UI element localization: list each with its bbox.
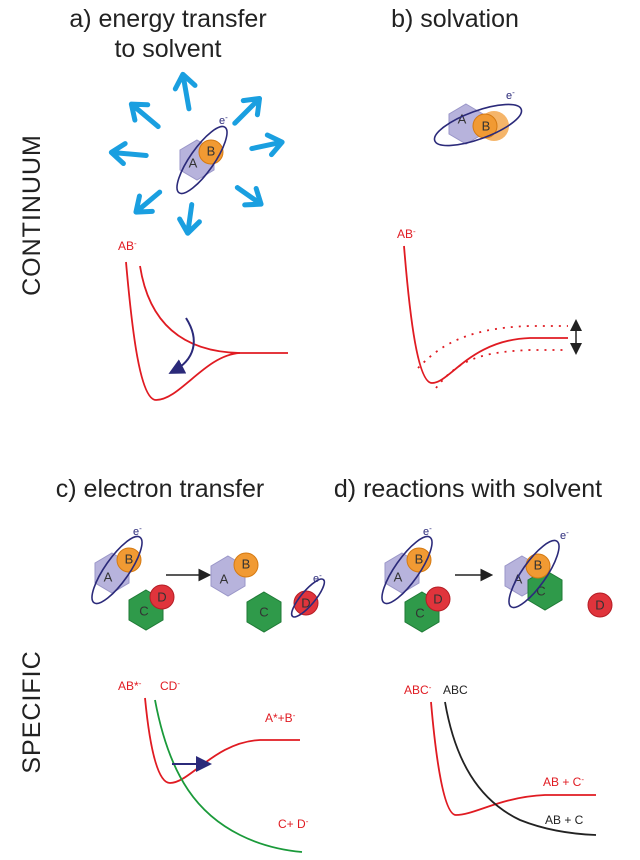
row-label: CONTINUUM <box>18 134 46 296</box>
molecule: A B e- <box>430 88 526 154</box>
panel-title: b) solvation <box>391 5 519 33</box>
arrow <box>178 203 202 235</box>
diagram: CONTINUUM SPECIFIC a) energy transfer to… <box>0 0 640 860</box>
atom-label: A <box>394 569 403 584</box>
atom-label: A <box>104 569 113 584</box>
panel-title: a) energy transfer <box>69 5 266 33</box>
curve-label: AB- <box>118 239 137 254</box>
curve-label: ABC <box>443 683 468 697</box>
atom-label: C <box>139 603 148 618</box>
electron-label: e- <box>313 571 322 586</box>
molecule: A B e- <box>169 113 235 200</box>
electron-label: e- <box>133 524 142 539</box>
atom-label: A <box>514 571 523 586</box>
curve-label: C+ D- <box>278 817 309 832</box>
arrow <box>130 184 167 219</box>
electron-label: e- <box>506 88 515 103</box>
atom-label: B <box>207 143 216 158</box>
row-label: SPECIFIC <box>18 650 46 773</box>
curve-label: AB- <box>397 227 416 242</box>
atom-label: B <box>415 551 424 566</box>
arrow <box>125 96 165 134</box>
atom-label: B <box>534 557 543 572</box>
products: A C B e- D <box>501 528 612 618</box>
potential-curve <box>126 262 288 400</box>
arrow <box>228 91 267 130</box>
products: A B C D e- <box>211 553 329 632</box>
curve-label: AB + C- <box>543 775 584 790</box>
curve-label: AB*- <box>118 679 142 694</box>
potential-curve-dotted <box>418 326 568 368</box>
atom-label: A <box>458 111 467 126</box>
arrow <box>110 142 147 165</box>
reactants: A B e- C D <box>84 524 174 631</box>
atom-label: C <box>259 604 268 619</box>
curve-label: CD- <box>160 679 180 694</box>
arrow <box>232 179 267 212</box>
atom-label: B <box>242 556 251 571</box>
atom-label: D <box>157 589 166 604</box>
electron-label: e- <box>423 524 432 539</box>
panel-title: c) electron transfer <box>56 475 264 503</box>
curve-label: AB + C <box>545 813 584 827</box>
potential-curve <box>404 246 568 383</box>
curve-label: ABC- <box>404 683 432 698</box>
reactants: A B e- C D <box>374 524 450 633</box>
arrow <box>250 132 284 158</box>
electron-label: e- <box>560 528 569 543</box>
atom-label: D <box>595 597 604 612</box>
panel-title: d) reactions with solvent <box>334 475 602 503</box>
curve-label: A*+B- <box>265 711 296 726</box>
atom-label: C <box>415 605 424 620</box>
panel-title: to solvent <box>114 35 221 63</box>
atom-label: B <box>482 118 491 133</box>
electron-label: e- <box>219 113 228 128</box>
atom-label: A <box>220 571 229 586</box>
potential-curve <box>140 266 240 353</box>
atom-label: D <box>433 591 442 606</box>
relaxation-arrow <box>172 318 194 372</box>
atom-label: B <box>125 551 134 566</box>
atom-label: D <box>301 595 310 610</box>
arrow <box>173 73 199 111</box>
potential-curve <box>431 702 596 815</box>
